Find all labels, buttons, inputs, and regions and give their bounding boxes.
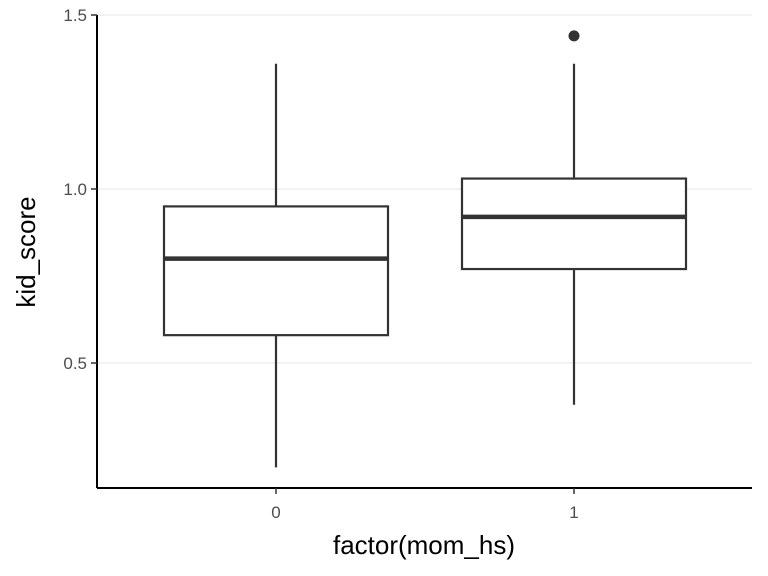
y-tick-label: 1.0 xyxy=(63,180,87,199)
y-tick-label: 0.5 xyxy=(63,354,87,373)
box-1 xyxy=(460,30,688,405)
boxes xyxy=(162,30,688,468)
outlier-point xyxy=(568,30,580,42)
box-0 xyxy=(162,63,390,468)
tick-labels: 0.5 1.0 1.5 0 1 xyxy=(63,6,578,522)
iqr-box xyxy=(162,205,390,337)
axes xyxy=(91,14,752,494)
x-tick-label: 1 xyxy=(569,503,578,522)
x-axis-title: factor(mom_hs) xyxy=(333,530,515,560)
iqr-box xyxy=(460,177,688,271)
y-tick-label: 1.5 xyxy=(63,6,87,25)
y-axis-title: kid_score xyxy=(11,196,41,307)
x-tick-label: 0 xyxy=(271,503,280,522)
